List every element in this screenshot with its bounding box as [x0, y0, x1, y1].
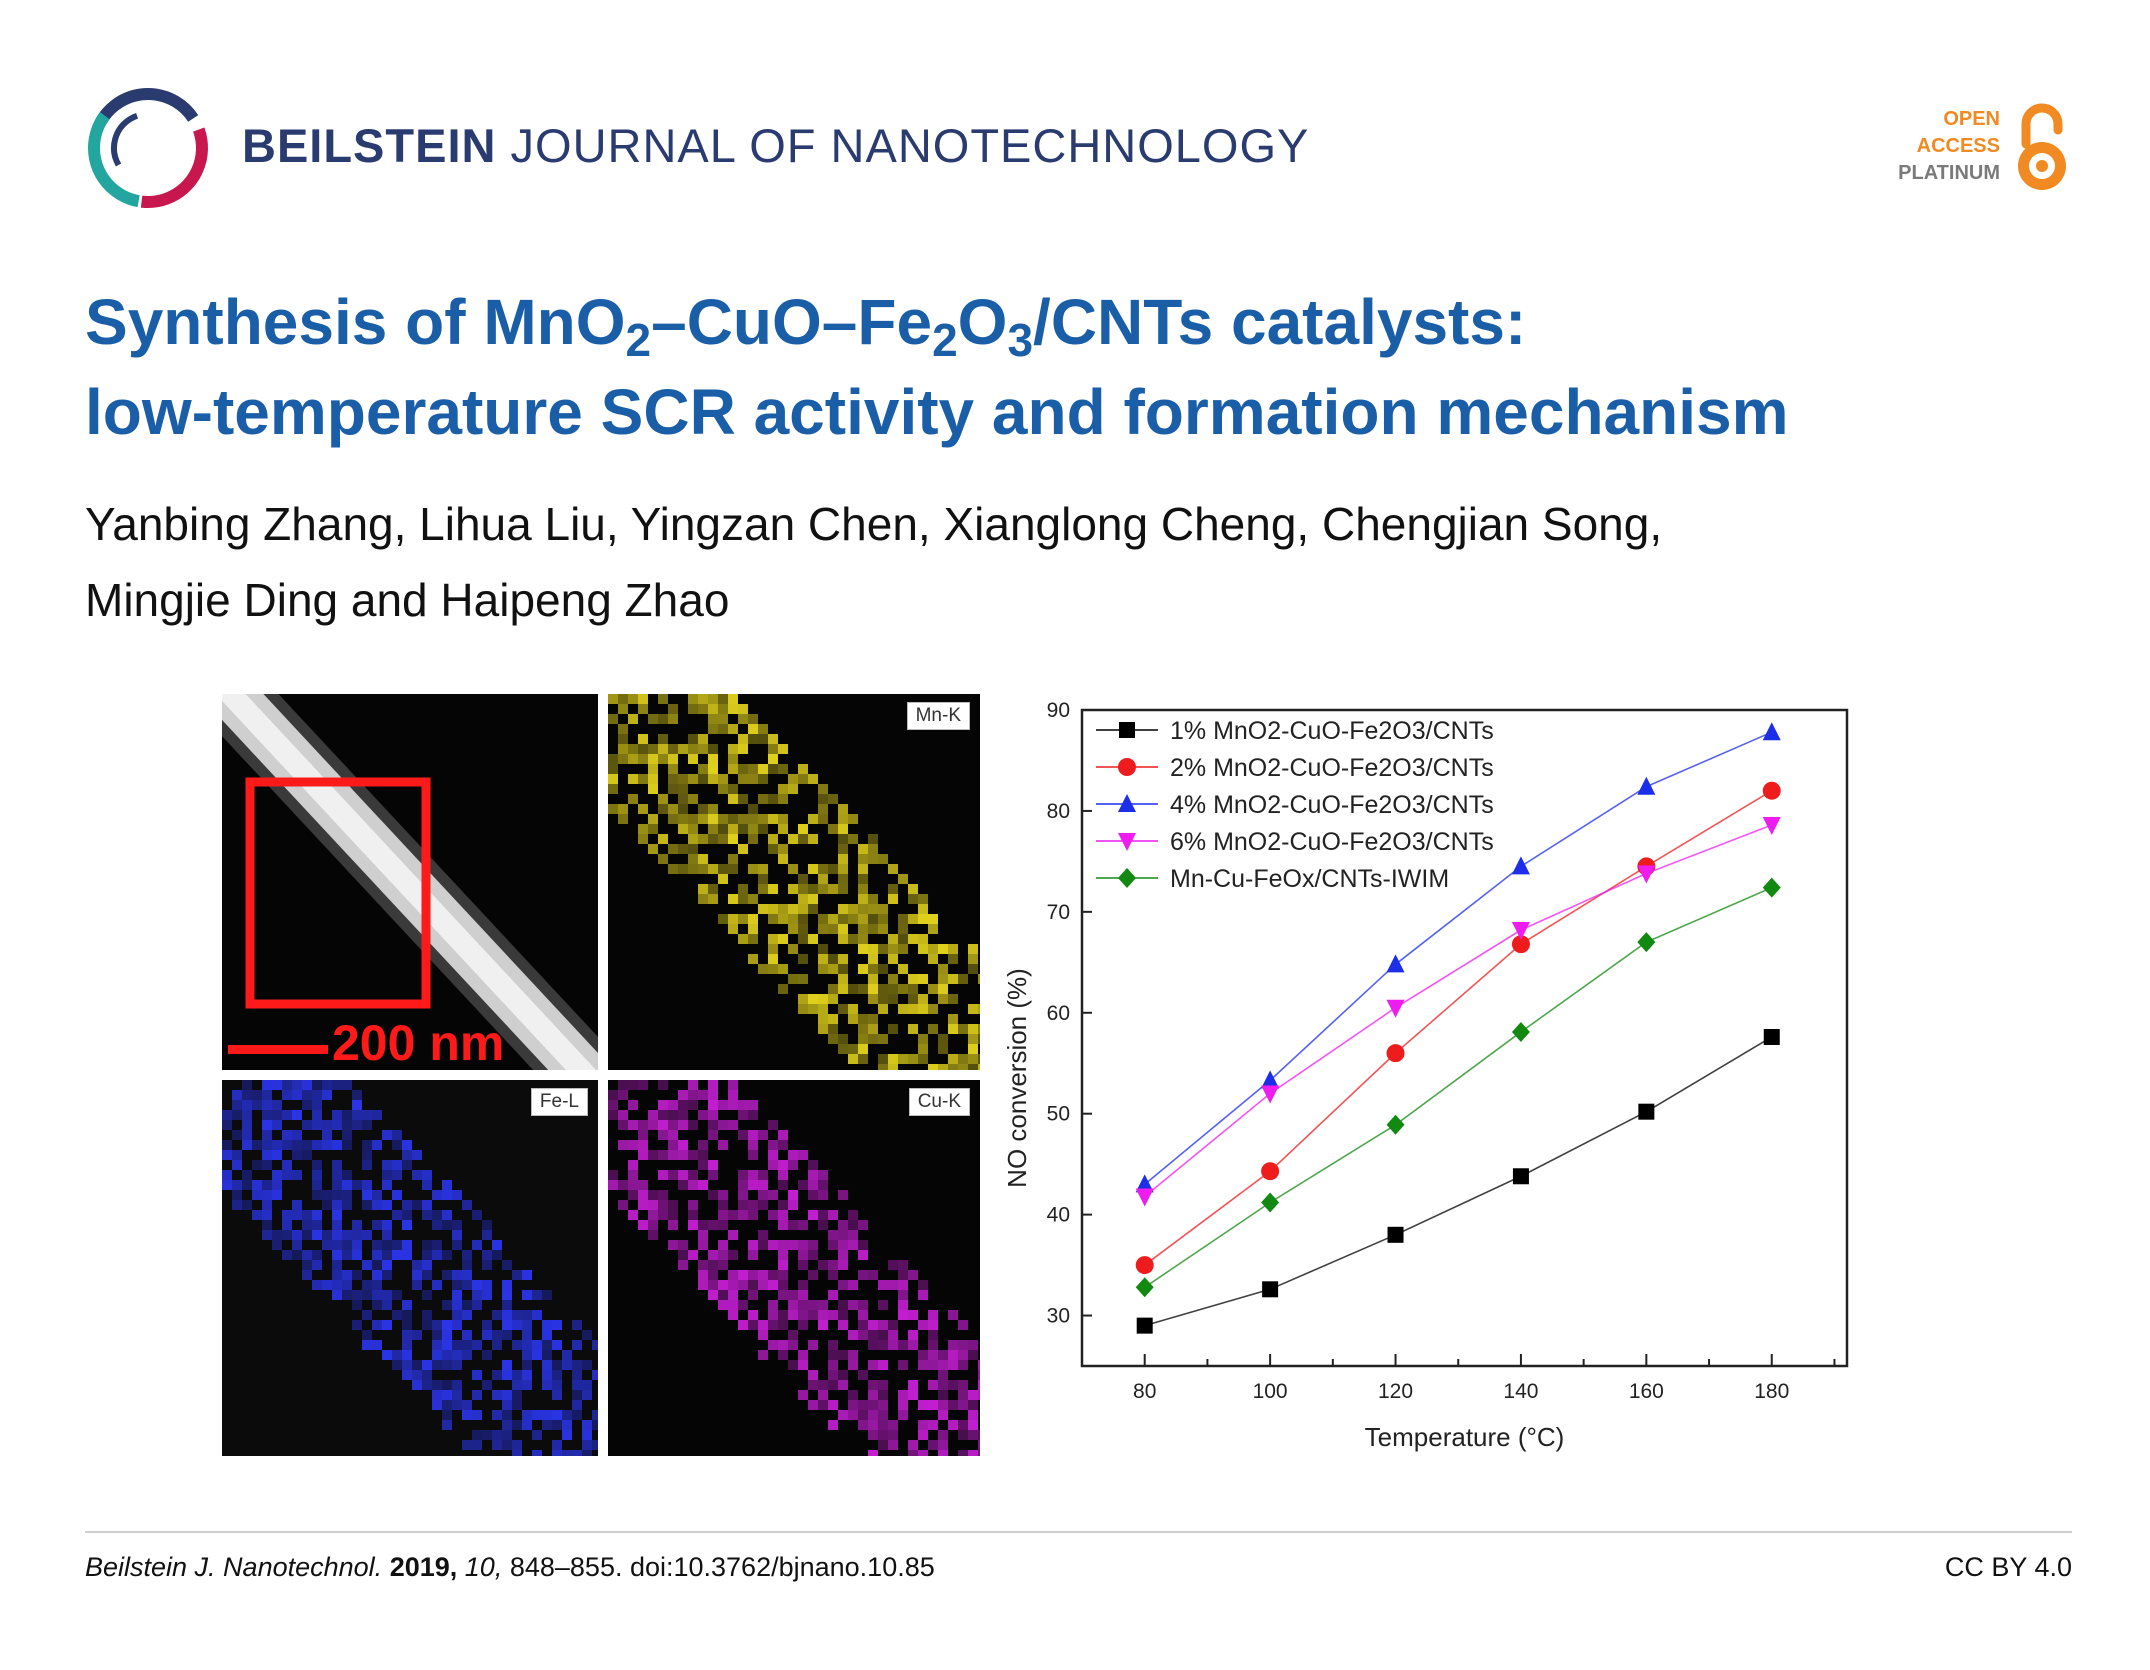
y-tick-label: 50 — [1047, 1103, 1070, 1126]
data-point — [1511, 935, 1530, 954]
data-point — [1386, 1044, 1405, 1063]
series-5 — [1135, 877, 1781, 1298]
article-title-line1: Synthesis of MnO2–CuO–Fe2O3/CNTs catalys… — [85, 286, 1527, 366]
data-point — [1387, 1226, 1404, 1243]
graphical-abstract: 200 nm Mn-K Fe-L Cu-K 30 40 50 60 70 80 90 80 10… — [222, 694, 1942, 1466]
tem-image-panel: 200 nm — [222, 694, 598, 1070]
scale-bar — [228, 1045, 328, 1054]
data-point — [1386, 954, 1405, 973]
data-point — [1261, 1070, 1280, 1089]
legend-label: 4% MnO2-CuO-Fe2O3/CNTs — [1170, 791, 1494, 819]
data-point — [1135, 1277, 1154, 1298]
series-3 — [1135, 722, 1781, 1193]
x-tick-label: 180 — [1754, 1380, 1789, 1403]
legend-label: 6% MnO2-CuO-Fe2O3/CNTs — [1170, 828, 1494, 856]
legend-marker — [1118, 868, 1136, 888]
x-tick-label: 160 — [1629, 1380, 1664, 1403]
mn-map-label: Mn-K — [906, 702, 970, 730]
mn-map-panel: Mn-K — [608, 694, 980, 1070]
citation-year: 2019, — [389, 1552, 458, 1582]
y-tick-label: 60 — [1047, 1002, 1070, 1025]
legend-label: Mn-Cu-FeOx/CNTs-IWIM — [1170, 865, 1449, 893]
data-point — [1762, 722, 1781, 741]
legend-marker — [1118, 833, 1136, 851]
citation-volume: 10, — [464, 1552, 503, 1582]
fe-map-label: Fe-L — [530, 1088, 588, 1116]
y-axis-label: NO conversion (%) — [1002, 968, 1032, 1188]
data-point — [1386, 1114, 1405, 1135]
oa-platinum-label: PLATINUM — [1898, 162, 2000, 184]
legend-marker — [1118, 758, 1136, 776]
article-title-line2: low-temperature SCR activity and formati… — [85, 376, 1789, 448]
citation-pages-doi: 848–855. doi:10.3762/bjnano.10.85 — [509, 1552, 935, 1582]
series-line — [1144, 731, 1773, 1185]
x-tick-label: 120 — [1378, 1380, 1413, 1403]
data-point — [1637, 865, 1656, 884]
fe-map-panel: Fe-L — [222, 1080, 598, 1456]
series-4 — [1135, 817, 1781, 1207]
legend-label: 1% MnO2-CuO-Fe2O3/CNTs — [1170, 717, 1494, 745]
data-point — [1637, 776, 1656, 795]
authors-line2: Mingjie Ding and Haipeng Zhao — [85, 574, 730, 626]
data-point — [1135, 1174, 1154, 1193]
data-point — [1386, 999, 1405, 1018]
license: CC BY 4.0 — [1944, 1552, 2072, 1582]
x-tick-label: 100 — [1253, 1380, 1288, 1403]
citation: Beilstein J. Nanotechnol. 2019, 10, 848–… — [85, 1552, 935, 1583]
journal-name: BEILSTEIN JOURNAL OF NANOTECHNOLOGY — [242, 118, 1309, 173]
data-point — [1261, 1192, 1280, 1213]
author-list: Yanbing Zhang, Lihua Liu, Yingzan Chen, … — [85, 486, 2035, 638]
no-conversion-chart: 30 40 50 60 70 80 90 80 100 120 140 160 180 Temperatu… — [1002, 699, 1849, 1452]
scale-bar-label: 200 nm — [332, 1015, 505, 1070]
data-point — [1135, 1256, 1154, 1275]
data-point — [1261, 1085, 1280, 1104]
article-title: Synthesis of MnO2–CuO–Fe2O3/CNTs catalys… — [85, 277, 2085, 457]
data-point — [1762, 817, 1781, 836]
data-point — [1262, 1281, 1279, 1298]
series-line — [1144, 886, 1773, 1288]
x-axis-label: Temperature (°C) — [1365, 1422, 1565, 1452]
data-point — [1511, 1021, 1530, 1042]
data-point — [1762, 781, 1781, 800]
oa-open-label: OPEN — [1943, 108, 2000, 130]
data-point — [1136, 1317, 1153, 1334]
citation-journal: Beilstein J. Nanotechnol. — [85, 1552, 383, 1582]
cu-map-panel: Cu-K — [608, 1080, 980, 1456]
y-tick-label: 90 — [1047, 699, 1070, 722]
data-point — [1512, 1168, 1529, 1185]
authors-line1: Yanbing Zhang, Lihua Liu, Yingzan Chen, … — [85, 498, 1663, 550]
y-tick-label: 30 — [1047, 1305, 1070, 1328]
data-point — [1261, 1162, 1280, 1181]
series-line — [1144, 824, 1773, 1198]
legend-label: 2% MnO2-CuO-Fe2O3/CNTs — [1170, 754, 1494, 782]
cu-map-label: Cu-K — [908, 1088, 970, 1116]
beilstein-ring-logo-icon — [88, 88, 208, 208]
data-point — [1637, 932, 1656, 953]
data-point — [1511, 922, 1530, 941]
x-tick-label: 80 — [1133, 1380, 1156, 1403]
footer-divider — [85, 1531, 2072, 1533]
data-point — [1135, 1188, 1154, 1207]
plot-frame — [1080, 708, 1849, 1368]
x-tick-label: 140 — [1503, 1380, 1538, 1403]
data-point — [1638, 1103, 1655, 1120]
data-point — [1511, 856, 1530, 875]
series-1 — [1136, 1028, 1780, 1334]
y-tick-label: 40 — [1047, 1204, 1070, 1227]
series-line — [1144, 790, 1773, 1266]
oa-access-label: ACCESS — [1916, 135, 2000, 157]
selection-box — [245, 777, 431, 1009]
data-point — [1763, 1028, 1780, 1045]
series-line — [1144, 1036, 1773, 1327]
open-lock-icon — [2018, 103, 2066, 190]
journal-name-rest: JOURNAL OF NANOTECHNOLOGY — [510, 119, 1310, 172]
y-tick-label: 80 — [1047, 800, 1070, 823]
data-point — [1762, 877, 1781, 898]
journal-name-bold: BEILSTEIN — [242, 119, 497, 172]
y-tick-label: 70 — [1047, 901, 1070, 924]
legend-marker — [1118, 794, 1136, 812]
open-access-badge: OPEN ACCESS PLATINUM — [1872, 100, 2072, 196]
legend-marker — [1119, 722, 1135, 738]
